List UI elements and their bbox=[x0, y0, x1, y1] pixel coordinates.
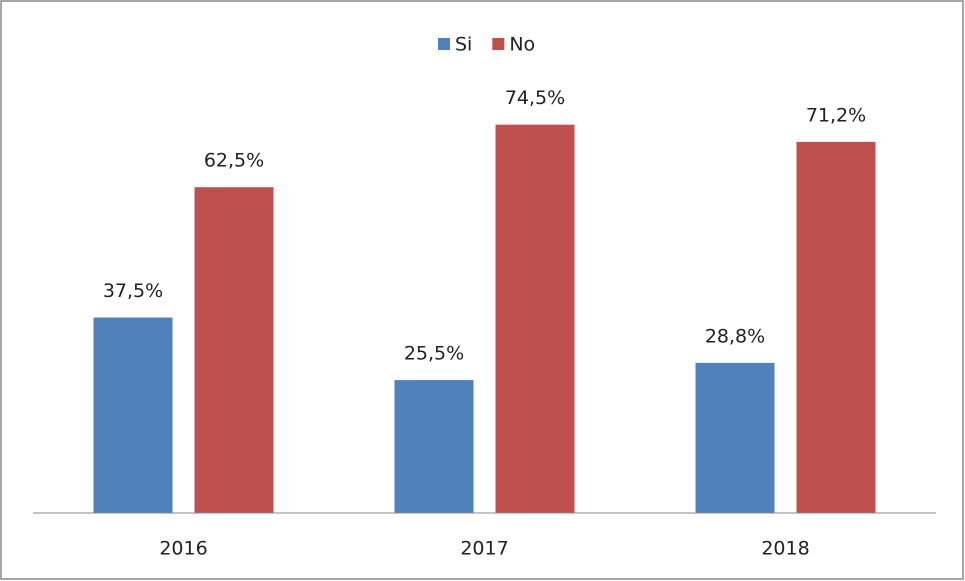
x-tick-label: 2017 bbox=[460, 538, 508, 560]
legend-swatch bbox=[492, 38, 505, 50]
bar bbox=[695, 362, 775, 513]
bar bbox=[394, 380, 474, 513]
bar bbox=[796, 141, 876, 513]
data-label: 28,8% bbox=[705, 325, 765, 347]
legend-swatch bbox=[438, 38, 450, 50]
bar bbox=[495, 124, 575, 513]
x-tick-label: 2016 bbox=[159, 538, 207, 560]
data-label: 74,5% bbox=[505, 87, 565, 109]
data-label: 25,5% bbox=[404, 343, 464, 365]
bar bbox=[93, 317, 173, 513]
data-label: 62,5% bbox=[204, 150, 264, 172]
legend-label: No bbox=[509, 34, 535, 56]
data-label: 37,5% bbox=[103, 280, 163, 302]
legend-label: Si bbox=[455, 34, 472, 56]
bar bbox=[194, 187, 274, 513]
data-label: 71,2% bbox=[806, 104, 866, 126]
x-tick-label: 2018 bbox=[761, 538, 809, 560]
